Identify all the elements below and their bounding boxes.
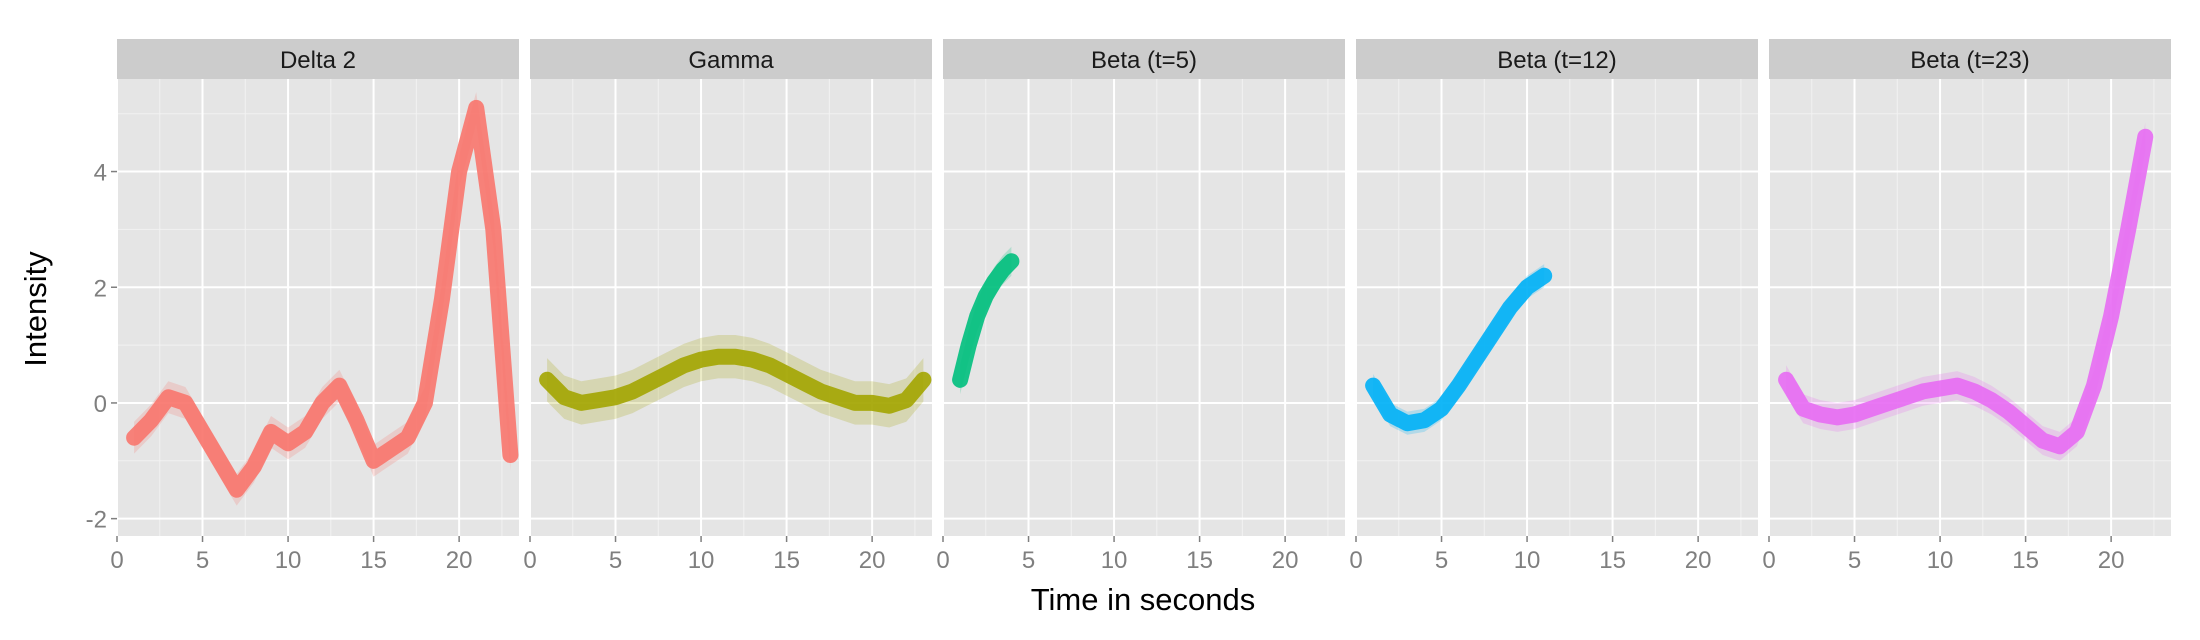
y-tick-label: 4 bbox=[94, 160, 107, 187]
series-line bbox=[539, 348, 932, 414]
x-tick-label: 15 bbox=[360, 547, 387, 574]
series-band bbox=[547, 335, 924, 428]
y-tick-label: 0 bbox=[94, 391, 107, 418]
x-axis-title: Time in seconds bbox=[1031, 582, 1256, 617]
x-tick-label: 5 bbox=[1022, 547, 1035, 574]
series-line bbox=[1365, 267, 1553, 432]
x-tick-label: 10 bbox=[1101, 547, 1128, 574]
panel: Beta (t=5) 0 5 10 15 20 bbox=[936, 39, 1345, 574]
panel-strip bbox=[1769, 39, 2171, 79]
panel: Beta (t=12) 0 5 10 15 20 bbox=[1349, 39, 1758, 574]
y-tick-label: -2 bbox=[86, 507, 107, 534]
panel-title: Beta (t=5) bbox=[1091, 47, 1197, 74]
panel-strip bbox=[943, 39, 1345, 79]
x-tick-label: 20 bbox=[859, 547, 886, 574]
x-tick-label: 5 bbox=[196, 547, 209, 574]
panel-title: Beta (t=12) bbox=[1497, 47, 1616, 74]
x-tick-label: 0 bbox=[110, 547, 123, 574]
panel-background bbox=[1769, 79, 2171, 536]
x-tick-label: 5 bbox=[1435, 547, 1448, 574]
panel-strip bbox=[117, 39, 519, 79]
series-line bbox=[1778, 128, 2154, 455]
panel-title: Beta (t=23) bbox=[1910, 47, 2029, 74]
panel-strip bbox=[530, 39, 932, 79]
x-tick-label: 10 bbox=[688, 547, 715, 574]
panel-background bbox=[530, 79, 932, 536]
panel-title: Delta 2 bbox=[280, 47, 356, 74]
panel: Gamma 0 5 10 15 20 bbox=[523, 39, 932, 574]
x-tick-label: 15 bbox=[1186, 547, 1213, 574]
panel-background bbox=[117, 79, 519, 536]
x-tick-label: 20 bbox=[1272, 547, 1299, 574]
x-tick-label: 10 bbox=[1927, 547, 1954, 574]
x-tick-label: 10 bbox=[1514, 547, 1541, 574]
panel-title: Gamma bbox=[688, 47, 774, 74]
panel: Beta (t=23) 0 5 10 15 20 bbox=[1762, 39, 2171, 574]
x-tick-label: 20 bbox=[2098, 547, 2125, 574]
x-tick-label: 10 bbox=[275, 547, 302, 574]
panel-strip bbox=[1356, 39, 1758, 79]
x-tick-label: 5 bbox=[609, 547, 622, 574]
panel-background bbox=[1356, 79, 1758, 536]
y-axis-title: Intensity bbox=[18, 251, 53, 367]
x-tick-label: 15 bbox=[773, 547, 800, 574]
x-tick-label: 0 bbox=[1349, 547, 1362, 574]
series-line bbox=[952, 253, 1020, 388]
panel-background bbox=[943, 79, 1345, 536]
x-tick-label: 15 bbox=[2012, 547, 2039, 574]
x-tick-label: 20 bbox=[446, 547, 473, 574]
x-tick-label: 0 bbox=[523, 547, 536, 574]
y-tick-label: 2 bbox=[94, 275, 107, 302]
x-tick-label: 0 bbox=[1762, 547, 1775, 574]
x-tick-label: 15 bbox=[1599, 547, 1626, 574]
x-tick-label: 5 bbox=[1848, 547, 1861, 574]
x-tick-label: 0 bbox=[936, 547, 949, 574]
x-tick-label: 20 bbox=[1685, 547, 1712, 574]
series-line bbox=[126, 99, 519, 498]
